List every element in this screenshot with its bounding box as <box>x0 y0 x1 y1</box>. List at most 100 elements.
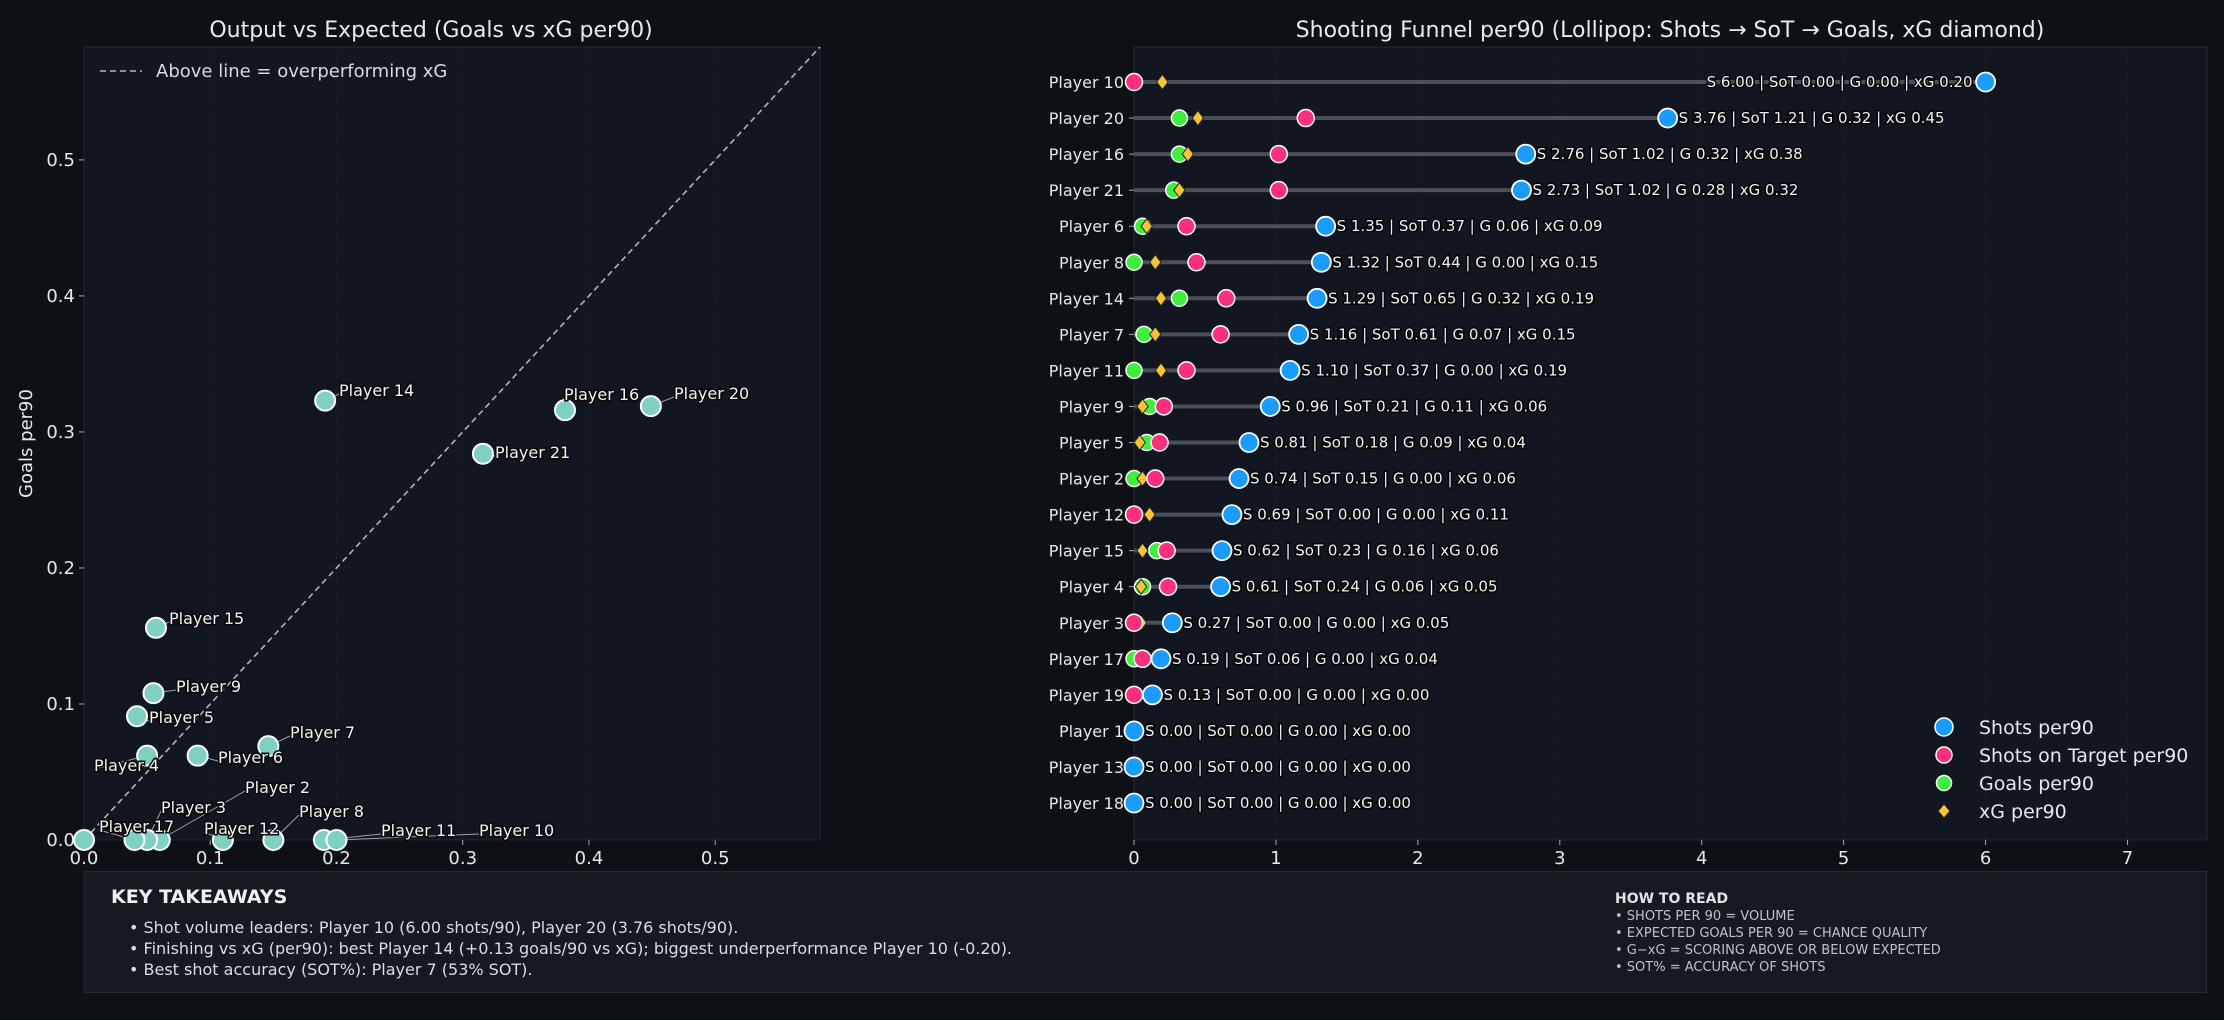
row-annotation: S 0.27 | SoT 0.00 | G 0.00 | xG 0.05 <box>1183 614 1449 632</box>
row-annotation: S 3.76 | SoT 1.21 | G 0.32 | xG 0.45 <box>1679 109 1945 127</box>
shots-marker <box>1211 540 1233 562</box>
shots-marker <box>1975 71 1996 93</box>
row-annotation: S 1.10 | SoT 0.37 | G 0.00 | xG 0.19 <box>1301 361 1567 379</box>
sot-marker <box>1124 685 1144 705</box>
player-label: Player 15 <box>1049 542 1124 561</box>
xg-diamond-marker <box>1181 145 1195 163</box>
how-to-read-line: • SOT% = ACCURACY OF SHOTS <box>1615 960 1826 975</box>
lollipop-plot-area <box>1133 46 2208 841</box>
how-to-read-line: • SHOTS PER 90 = VOLUME <box>1615 909 1795 924</box>
player-label: Player 20 <box>1049 109 1124 128</box>
row-annotation: S 0.74 | SoT 0.15 | G 0.00 | xG 0.06 <box>1250 470 1516 488</box>
xg-diamond-marker <box>1149 326 1162 343</box>
label-leader-line <box>336 833 480 841</box>
how-to-read-line: • EXPECTED GOALS PER 90 = CHANCE QUALITY <box>1615 926 1928 941</box>
lollipop-legend: Shots per90 Shots on Target per90 Goals pe… <box>1934 717 2188 823</box>
point-label: Player 11 <box>381 821 456 840</box>
scatter-point <box>123 829 146 851</box>
sot-marker <box>1177 216 1196 236</box>
shots-marker <box>1228 468 1250 489</box>
xg-diamond-marker <box>1136 542 1149 559</box>
shots-marker <box>1259 396 1281 417</box>
xg-diamond-marker <box>1154 362 1168 379</box>
shots-marker <box>1150 648 1172 670</box>
row-annotation: S 0.00 | SoT 0.00 | G 0.00 | xG 0.00 <box>1145 722 1411 740</box>
point-label: Player 21 <box>495 443 570 462</box>
sot-marker <box>1154 397 1174 416</box>
goals-marker <box>1170 109 1189 127</box>
xg-diamond-marker <box>1133 434 1146 451</box>
point-label: Player 15 <box>169 609 244 628</box>
takeaway-bullet: • Shot volume leaders: Player 10 (6.00 s… <box>129 918 739 937</box>
scatter-point <box>73 829 95 851</box>
xg-diamond-marker <box>1140 217 1154 235</box>
shots-marker <box>1161 612 1183 634</box>
row-annotation: S 0.00 | SoT 0.00 | G 0.00 | xG 0.00 <box>1145 794 1411 812</box>
sot-marker <box>1217 289 1236 308</box>
row-annotation: S 0.96 | SoT 0.21 | G 0.11 | xG 0.06 <box>1281 397 1547 415</box>
sot-marker <box>1269 144 1289 164</box>
shots-marker <box>1210 576 1231 598</box>
key-takeaways-panel: KEY TAKEAWAYS • Shot volume leaders: Pla… <box>84 871 2207 993</box>
x-tick-label: 0 <box>1128 848 1139 869</box>
point-label: Player 14 <box>339 381 414 400</box>
player-label: Player 19 <box>1049 686 1124 705</box>
reference-line-y-equals-x <box>83 46 821 841</box>
shots-marker <box>1315 215 1337 237</box>
player-label: Player 10 <box>1049 73 1124 92</box>
point-label: Player 4 <box>94 756 159 775</box>
shots-marker <box>1123 756 1145 778</box>
sot-marker <box>1158 577 1178 596</box>
scatter-point <box>126 705 149 728</box>
player-label: Player 2 <box>1059 470 1124 489</box>
row-annotation: S 1.35 | SoT 0.37 | G 0.06 | xG 0.09 <box>1337 217 1603 235</box>
x-tick-label: 2 <box>1412 848 1423 869</box>
row-annotation: S 1.32 | SoT 0.44 | G 0.00 | xG 0.15 <box>1332 253 1598 271</box>
x-tick-label: 4 <box>1696 848 1707 869</box>
scatter-point <box>553 399 576 422</box>
legend-label: Above line = overperforming xG <box>156 61 447 82</box>
legend-label: Shots per90 <box>1979 717 2094 739</box>
scatter-point <box>314 389 337 412</box>
shots-marker <box>1279 359 1301 381</box>
legend-sot-icon <box>1935 746 1953 764</box>
scatter-point <box>211 829 234 851</box>
how-to-read-line: • G−xG = SCORING ABOVE OR BELOW EXPECTED <box>1615 943 1941 958</box>
scatter-point <box>325 829 348 851</box>
xg-diamond-marker <box>1143 506 1156 523</box>
takeaways-title: KEY TAKEAWAYS <box>111 886 288 908</box>
row-annotation: S 0.62 | SoT 0.23 | G 0.16 | xG 0.06 <box>1233 542 1499 560</box>
goals-marker <box>1170 289 1189 308</box>
player-label: Player 18 <box>1049 794 1124 813</box>
lollipop-title: Shooting Funnel per90 (Lollipop: Shots →… <box>1296 18 2045 43</box>
row-annotation: S 0.61 | SoT 0.24 | G 0.06 | xG 0.05 <box>1232 578 1498 596</box>
takeaway-bullet: • Finishing vs xG (per90): best Player 1… <box>129 939 1013 958</box>
player-label: Player 21 <box>1049 181 1124 200</box>
player-label: Player 8 <box>1059 253 1124 272</box>
scatter-point <box>639 395 662 418</box>
xg-diamond-marker <box>1149 253 1162 271</box>
xg-diamond-marker <box>1173 181 1186 199</box>
scatter-point <box>142 682 165 705</box>
y-tick-label: 0.5 <box>46 150 75 171</box>
legend-label: xG per90 <box>1979 801 2067 823</box>
player-label: Player 6 <box>1059 217 1124 236</box>
player-label: Player 11 <box>1049 361 1124 380</box>
player-label: Player 3 <box>1059 614 1124 633</box>
xg-diamond-marker <box>1156 73 1169 91</box>
player-label: Player 7 <box>1059 325 1124 344</box>
row-annotation: S 1.16 | SoT 0.61 | G 0.07 | xG 0.15 <box>1310 325 1576 343</box>
shots-marker <box>1288 323 1310 345</box>
point-label: Player 12 <box>204 819 279 838</box>
row-annotation: S 0.13 | SoT 0.00 | G 0.00 | xG 0.00 <box>1163 686 1429 704</box>
sot-marker <box>1269 180 1289 200</box>
shots-marker <box>1511 179 1532 201</box>
xg-diamond-marker <box>1154 289 1168 307</box>
player-label: Player 13 <box>1049 758 1124 777</box>
point-label: Player 7 <box>290 723 355 742</box>
scatter-point <box>471 442 494 465</box>
y-axis-label: Goals per90 <box>16 389 37 498</box>
shots-marker <box>1657 107 1679 129</box>
xg-diamond-marker <box>1134 578 1148 596</box>
point-label: Player 20 <box>674 384 749 403</box>
